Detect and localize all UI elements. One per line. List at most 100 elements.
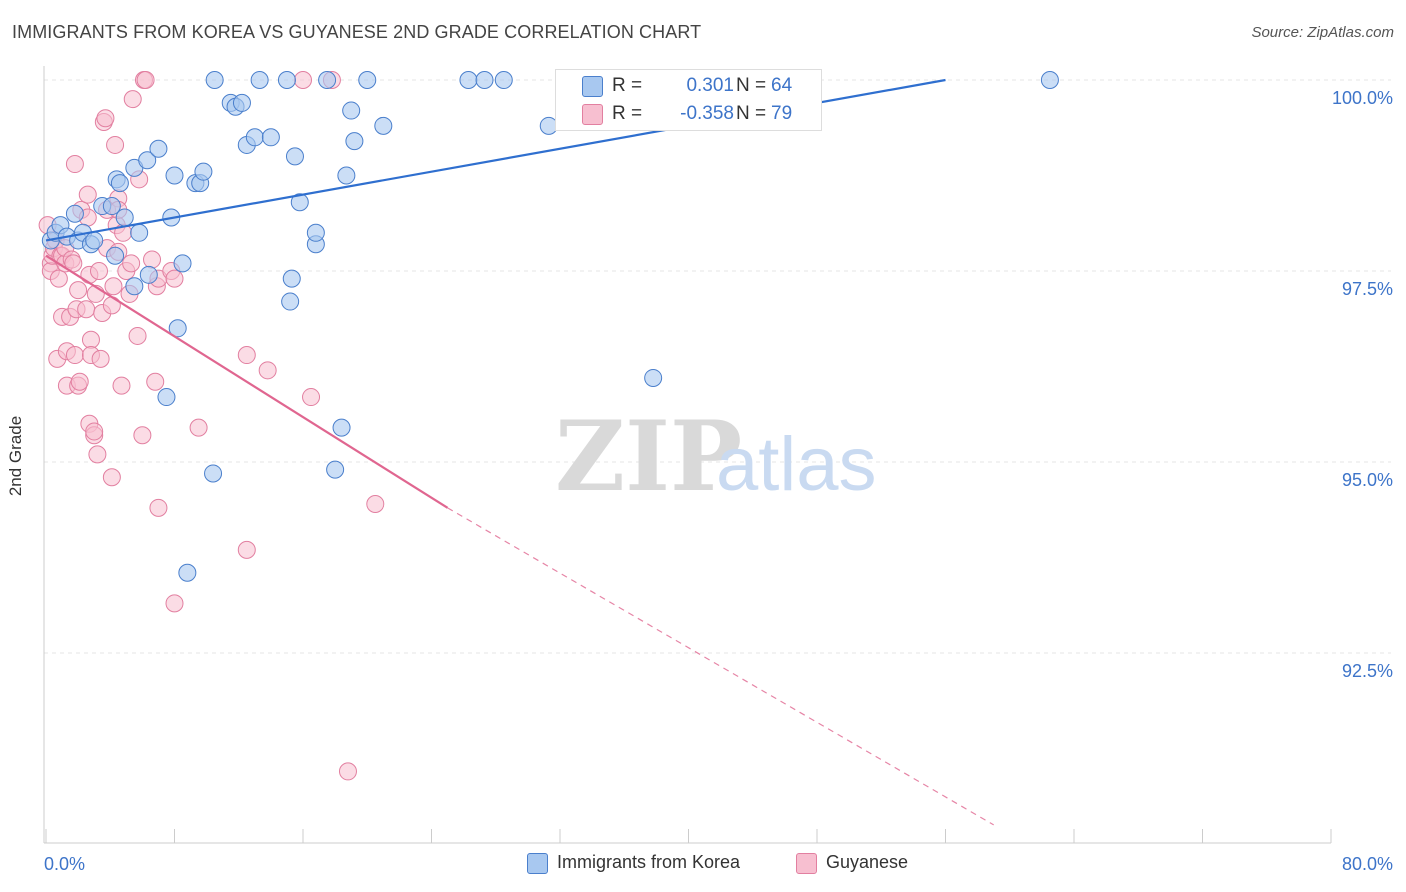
y-tick-label: 100.0%: [1332, 88, 1393, 108]
axis-layer: [43, 66, 1332, 844]
korea-point: [157, 388, 176, 407]
x-tick-label-min: 0.0%: [44, 854, 85, 874]
guyanese-point: [237, 540, 256, 559]
korea-point: [165, 166, 184, 185]
guyanese-point: [81, 330, 100, 349]
guyanese-point: [189, 418, 208, 437]
korea-point: [65, 204, 84, 223]
guyanese-point: [133, 426, 152, 445]
korea-point: [178, 563, 197, 582]
guyanese-point: [65, 155, 84, 174]
guyanese-swatch: [582, 104, 603, 125]
guyanese-point: [237, 346, 256, 365]
korea-point: [115, 208, 134, 227]
guyanese-point: [122, 254, 141, 273]
korea-point: [358, 71, 377, 89]
guyanese-point: [49, 269, 68, 288]
guyanese-point: [136, 71, 155, 89]
tick-labels: 92.5% 95.0% 97.5% 100.0% 0.0% 80.0%: [44, 88, 1393, 874]
legend-r-value: 0.301: [686, 75, 734, 96]
guyanese-point: [102, 296, 121, 315]
korea-point: [459, 71, 478, 89]
guyanese-point: [302, 388, 321, 407]
korea-point: [475, 71, 494, 89]
korea-point: [110, 174, 129, 193]
x-tick-label-max: 80.0%: [1342, 854, 1393, 874]
guyanese-point: [102, 468, 121, 487]
korea-point: [261, 128, 280, 147]
guyanese-point: [143, 250, 162, 269]
legend-n-value: 79: [771, 103, 793, 124]
korea-point: [1040, 71, 1059, 89]
y-tick-label: 92.5%: [1342, 661, 1393, 681]
korea-point: [130, 223, 149, 242]
korea-point: [337, 166, 356, 185]
korea-point: [138, 151, 157, 170]
guyanese-point: [106, 135, 125, 154]
korea-point: [326, 460, 345, 479]
y-tick-label: 95.0%: [1342, 470, 1393, 490]
guyanese-point: [146, 372, 165, 391]
guyanese-points: [38, 71, 385, 781]
guyanese-point: [85, 422, 104, 441]
guyanese-point: [96, 109, 115, 128]
korea-point: [285, 147, 304, 166]
guyanese-point: [128, 326, 147, 345]
legend-n-label: N =: [736, 75, 767, 96]
korea-swatch: [582, 76, 603, 97]
guyanese-point: [77, 300, 96, 319]
korea-point: [149, 139, 168, 158]
guyanese-point: [78, 185, 97, 204]
guyanese-point: [165, 594, 184, 613]
guyanese-trend-line: [45, 254, 449, 509]
korea-point: [245, 128, 264, 147]
korea-point: [282, 269, 301, 288]
guyanese-legend-label: Guyanese: [826, 852, 909, 872]
guyanese-point: [65, 346, 84, 365]
korea-point: [232, 93, 251, 112]
korea-point: [106, 246, 125, 265]
watermark-zip-text: ZIP: [555, 400, 742, 513]
legend-r-label: R =: [612, 75, 643, 96]
guyanese-point: [91, 349, 110, 368]
guyanese-point: [165, 269, 184, 288]
korea-point: [332, 418, 351, 437]
korea-point: [250, 71, 269, 89]
watermark: ZIP atlas: [555, 400, 877, 513]
chart-title: IMMIGRANTS FROM KOREA VS GUYANESE 2ND GR…: [12, 22, 702, 42]
korea-point: [306, 223, 325, 242]
guyanese-point: [104, 277, 123, 296]
correlation-legend: R = 0.301 N = 64 R = -0.358 N = 79: [555, 69, 822, 131]
korea-point: [168, 319, 187, 338]
source-label: Source: ZipAtlas.com: [1251, 24, 1394, 41]
korea-point: [281, 292, 300, 311]
korea-point: [102, 197, 121, 216]
korea-point: [173, 254, 192, 273]
korea-point: [125, 277, 144, 296]
korea-point: [374, 116, 393, 135]
korea-point: [139, 265, 158, 284]
guyanese-point: [70, 372, 89, 391]
guyanese-point: [294, 71, 312, 89]
guyanese-point: [258, 361, 277, 380]
korea-point: [494, 71, 513, 89]
korea-legend-label: Immigrants from Korea: [557, 852, 741, 872]
korea-point: [318, 71, 337, 89]
korea-point: [194, 162, 213, 181]
legend-n-label: N =: [736, 103, 767, 124]
korea-point: [85, 231, 104, 250]
guyanese-point: [149, 498, 168, 517]
korea-point: [204, 464, 223, 483]
korea-point: [277, 71, 296, 89]
korea-points: [41, 71, 1059, 582]
guyanese-point: [112, 376, 131, 395]
korea-point: [205, 71, 224, 89]
korea-point: [342, 101, 361, 120]
legend-r-value: -0.358: [680, 103, 734, 124]
korea-point: [644, 368, 663, 387]
y-tick-label: 97.5%: [1342, 279, 1393, 299]
watermark-atlas-text: atlas: [716, 422, 877, 507]
guyanese-point: [338, 762, 357, 781]
korea-point: [290, 193, 309, 212]
